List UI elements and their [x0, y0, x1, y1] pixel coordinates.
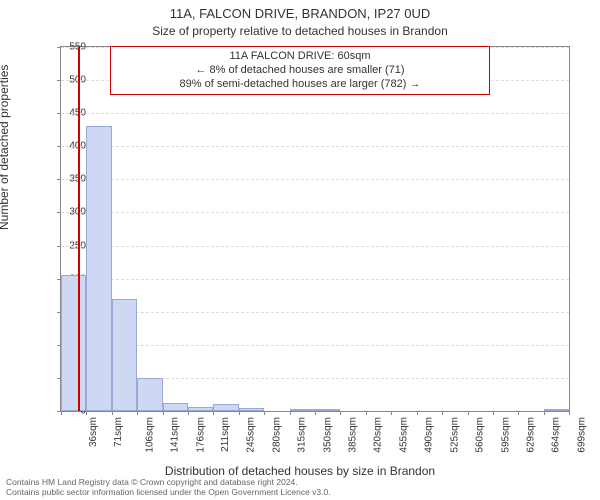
histogram-bar	[315, 409, 340, 411]
histogram-bar	[112, 299, 137, 412]
grid-line	[61, 212, 569, 213]
x-tick-mark	[518, 411, 519, 415]
x-tick-label: 245sqm	[246, 417, 257, 453]
x-tick-label: 385sqm	[348, 417, 359, 453]
marker-line	[78, 47, 80, 411]
x-tick-mark	[544, 411, 545, 415]
x-tick-label: 699sqm	[576, 417, 587, 453]
x-tick-label: 420sqm	[373, 417, 384, 453]
grid-line	[61, 279, 569, 280]
grid-line	[61, 246, 569, 247]
x-tick-label: 595sqm	[500, 417, 511, 453]
x-tick-label: 455sqm	[399, 417, 410, 453]
x-tick-label: 280sqm	[271, 417, 282, 453]
x-tick-label: 560sqm	[475, 417, 486, 453]
x-tick-mark	[213, 411, 214, 415]
histogram-bar	[290, 409, 315, 411]
x-tick-mark	[366, 411, 367, 415]
grid-line	[61, 146, 569, 147]
x-tick-mark	[417, 411, 418, 415]
x-axis-label: Distribution of detached houses by size …	[0, 464, 600, 478]
histogram-bar	[544, 409, 569, 411]
histogram-bar	[188, 407, 213, 411]
plot-area: 36sqm71sqm106sqm141sqm176sqm211sqm245sqm…	[60, 46, 570, 412]
x-tick-mark	[468, 411, 469, 415]
annotation-box: 11A FALCON DRIVE: 60sqm ← 8% of detached…	[110, 46, 490, 95]
x-tick-label: 36sqm	[88, 417, 99, 447]
grid-line	[61, 179, 569, 180]
x-tick-label: 106sqm	[145, 417, 156, 453]
x-tick-label: 315sqm	[297, 417, 308, 453]
x-tick-mark	[137, 411, 138, 415]
annotation-line-1: 11A FALCON DRIVE: 60sqm	[117, 50, 483, 64]
attribution-line-1: Contains HM Land Registry data © Crown c…	[6, 477, 298, 487]
y-axis-label: Number of detached properties	[0, 65, 11, 230]
annotation-line-3: 89% of semi-detached houses are larger (…	[117, 78, 483, 92]
x-tick-mark	[86, 411, 87, 415]
x-tick-mark	[264, 411, 265, 415]
x-tick-mark	[239, 411, 240, 415]
chart-title: 11A, FALCON DRIVE, BRANDON, IP27 0UD	[0, 6, 600, 21]
x-tick-mark	[340, 411, 341, 415]
x-tick-label: 629sqm	[525, 417, 536, 453]
x-tick-label: 71sqm	[113, 417, 124, 447]
x-tick-mark	[569, 411, 570, 415]
x-tick-label: 525sqm	[449, 417, 460, 453]
chart-subtitle: Size of property relative to detached ho…	[0, 24, 600, 38]
x-tick-label: 664sqm	[551, 417, 562, 453]
x-tick-mark	[188, 411, 189, 415]
x-tick-mark	[290, 411, 291, 415]
x-tick-mark	[112, 411, 113, 415]
x-tick-mark	[442, 411, 443, 415]
x-tick-label: 350sqm	[322, 417, 333, 453]
x-tick-label: 211sqm	[220, 417, 231, 452]
histogram-bar	[61, 275, 86, 411]
x-tick-mark	[391, 411, 392, 415]
attribution-text: Contains HM Land Registry data © Crown c…	[6, 478, 594, 498]
histogram-bar	[137, 378, 162, 411]
histogram-bar	[239, 408, 264, 411]
x-tick-mark	[163, 411, 164, 415]
chart-container: 11A, FALCON DRIVE, BRANDON, IP27 0UD Siz…	[0, 0, 600, 500]
x-tick-label: 176sqm	[195, 417, 206, 453]
x-tick-mark	[315, 411, 316, 415]
annotation-line-2: ← 8% of detached houses are smaller (71)	[117, 64, 483, 78]
histogram-bar	[86, 126, 111, 411]
x-tick-mark	[493, 411, 494, 415]
x-tick-label: 490sqm	[424, 417, 435, 453]
grid-line	[61, 113, 569, 114]
histogram-bar	[163, 403, 188, 411]
x-tick-label: 141sqm	[170, 417, 181, 453]
attribution-line-2: Contains public sector information licen…	[6, 487, 331, 497]
histogram-bar	[213, 404, 238, 411]
